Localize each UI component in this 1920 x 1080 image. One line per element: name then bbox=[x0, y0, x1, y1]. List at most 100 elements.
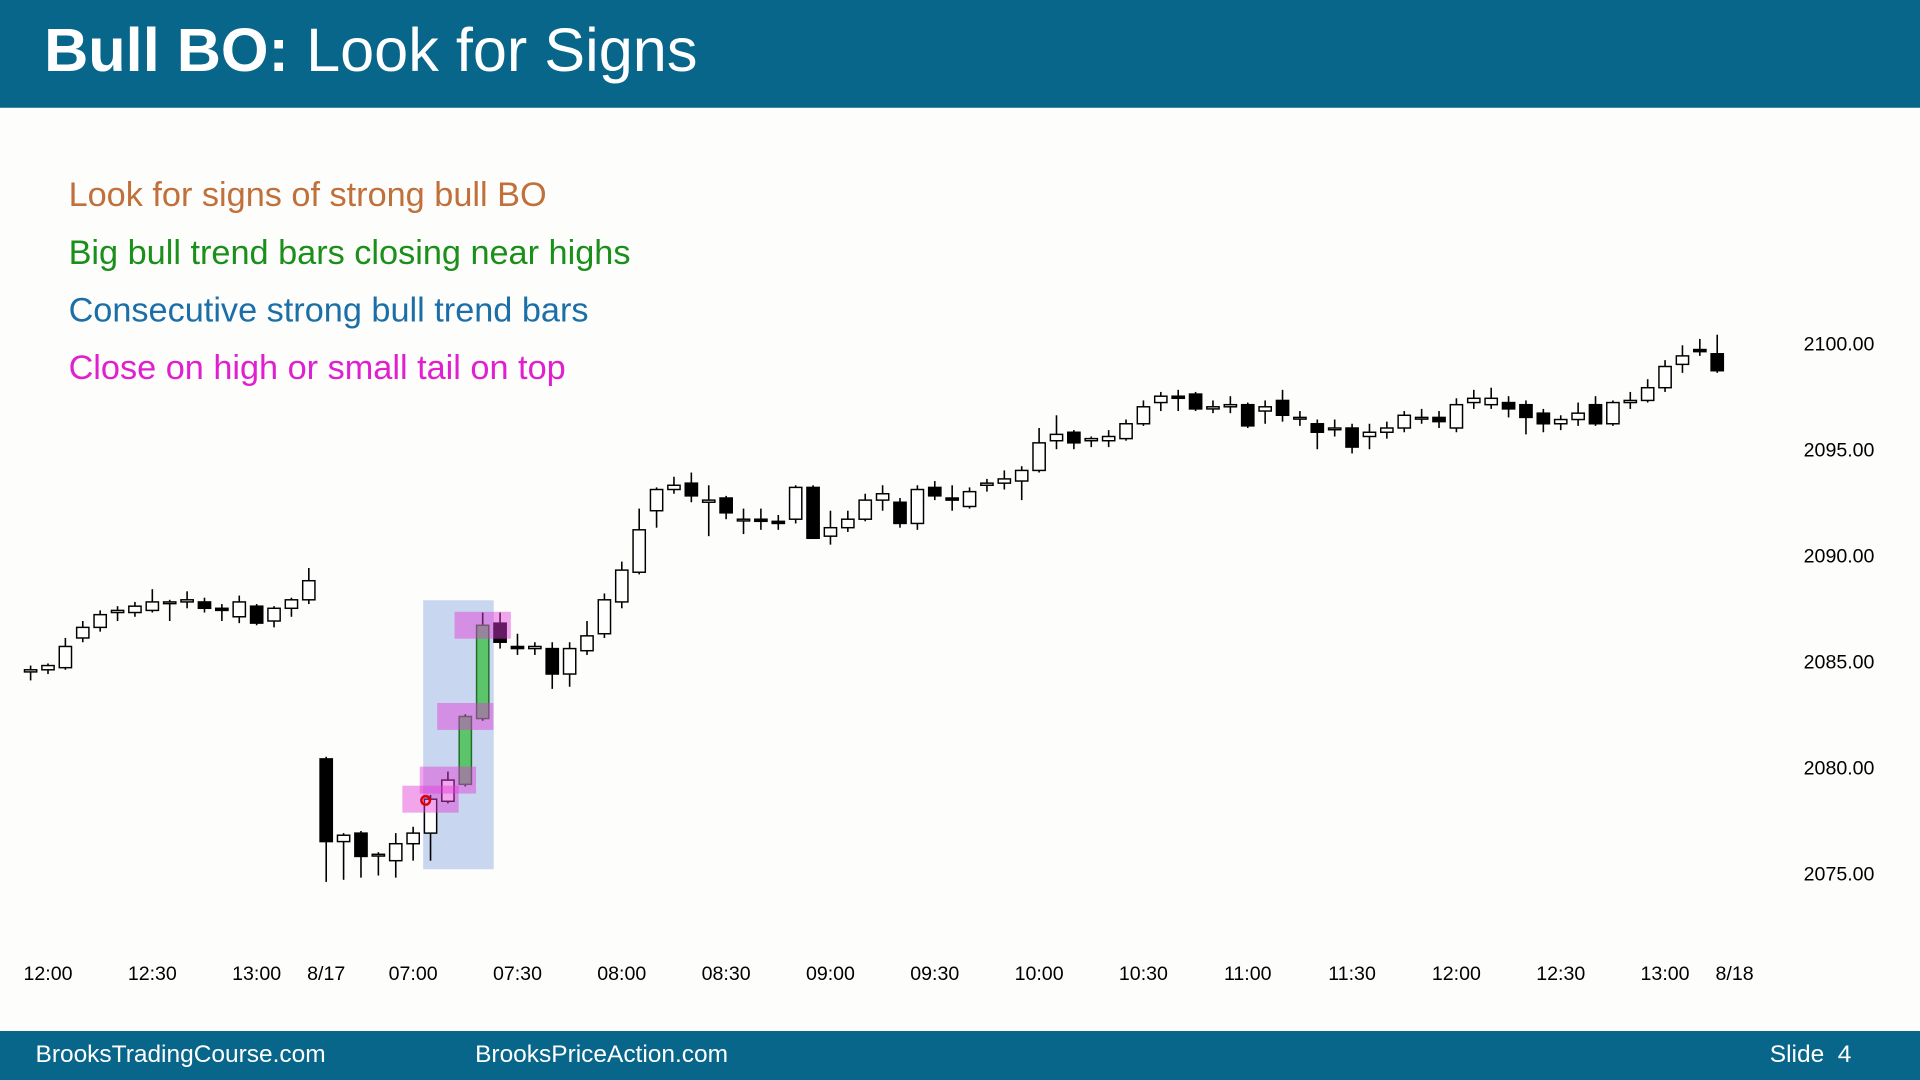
y-tick-label: 2095.00 bbox=[1804, 440, 1875, 462]
bull-candle-body bbox=[58, 645, 73, 669]
bull-candle-body bbox=[1258, 406, 1272, 412]
bear-candle-body bbox=[1710, 353, 1725, 372]
bull-candle-body bbox=[1049, 433, 1064, 442]
bull-candle-body bbox=[1153, 395, 1168, 404]
bull-candle-body bbox=[527, 645, 542, 650]
bull-candle-body bbox=[997, 478, 1012, 484]
bull-candle-body bbox=[1658, 365, 1672, 389]
x-tick-label: 8/17 bbox=[307, 963, 345, 985]
bull-candle-body bbox=[180, 599, 194, 603]
chart: Look for signs of strong bull BO Big bull… bbox=[23, 176, 1874, 985]
footer-center: BrooksPriceAction.com bbox=[475, 1041, 728, 1068]
bear-candle-body bbox=[1310, 423, 1325, 433]
footer-right: Slide 4 bbox=[1770, 1041, 1852, 1068]
bull-candle-body bbox=[1293, 416, 1307, 420]
bear-candle-body bbox=[1188, 393, 1203, 410]
bull-candle-body bbox=[1397, 414, 1412, 429]
bull-candle-body bbox=[1223, 403, 1238, 408]
bull-candle-body bbox=[1553, 418, 1568, 425]
bear-candle-body bbox=[1536, 412, 1551, 425]
bear-candle-body bbox=[1519, 403, 1533, 419]
bull-candle-body bbox=[1640, 386, 1655, 402]
bear-candle-body bbox=[719, 497, 733, 514]
bull-candle-body bbox=[371, 853, 386, 857]
highlight-close bbox=[437, 702, 494, 730]
bear-candle-body bbox=[1345, 427, 1359, 448]
bull-candle-body bbox=[1014, 469, 1029, 482]
bull-candle-body bbox=[1136, 406, 1151, 425]
bull-candle-body bbox=[1623, 399, 1638, 404]
x-tick-label: 12:00 bbox=[1432, 963, 1481, 985]
bull-candle-body bbox=[632, 529, 647, 573]
x-tick-label: 08:30 bbox=[702, 963, 751, 985]
annotation: Big bull trend bars closing near highs bbox=[69, 234, 631, 272]
title-rest: Look for Signs bbox=[306, 16, 697, 84]
slide-title: Bull BO: Look for Signs bbox=[44, 16, 697, 84]
bear-candle-body bbox=[354, 832, 368, 858]
x-tick-label: 09:30 bbox=[910, 963, 959, 985]
annotation: Consecutive strong bull trend bars bbox=[69, 291, 589, 329]
bull-candle-body bbox=[441, 779, 455, 803]
y-tick-label: 2080.00 bbox=[1804, 758, 1875, 780]
bull-candle-body bbox=[23, 669, 38, 673]
bull-candle-body bbox=[1571, 412, 1585, 421]
bull-candle-body bbox=[788, 486, 803, 520]
bull-candle-body bbox=[388, 842, 403, 862]
x-tick-label: 07:00 bbox=[389, 963, 438, 985]
x-tick-label: 13:00 bbox=[1641, 963, 1690, 985]
bull-candle-body bbox=[458, 715, 473, 786]
x-tick-label: 10:30 bbox=[1119, 963, 1168, 985]
bull-candle-body bbox=[736, 518, 751, 522]
bull-candle-body bbox=[75, 626, 90, 639]
bear-candle-body bbox=[1275, 399, 1290, 417]
bear-candle-body bbox=[1692, 348, 1707, 353]
x-tick-label: 08:00 bbox=[597, 963, 646, 985]
footer-bar bbox=[0, 1031, 1920, 1080]
bear-candle-body bbox=[945, 497, 960, 501]
highlight-close bbox=[454, 611, 511, 639]
bull-candle-body bbox=[301, 579, 316, 601]
bear-candle-body bbox=[754, 518, 768, 523]
x-tick-label: 07:30 bbox=[493, 963, 542, 985]
bear-candle-body bbox=[1171, 395, 1186, 400]
bull-candle-body bbox=[597, 599, 612, 635]
x-tick-label: 13:00 bbox=[232, 963, 281, 985]
bull-candle-body bbox=[1606, 401, 1620, 425]
bull-candle-body bbox=[823, 526, 838, 537]
bull-candle-body bbox=[1119, 423, 1133, 440]
x-tick-label: 11:00 bbox=[1224, 963, 1272, 985]
bull-candle-body bbox=[701, 499, 716, 503]
bull-candle-body bbox=[1449, 403, 1464, 429]
bull-candle-body bbox=[475, 624, 490, 720]
bull-candle-body bbox=[614, 569, 629, 603]
x-tick-label: 12:30 bbox=[128, 963, 177, 985]
bull-candle-body bbox=[110, 609, 125, 614]
y-tick-label: 2100.00 bbox=[1804, 333, 1875, 355]
bear-candle-body bbox=[1067, 431, 1081, 444]
bull-candle-body bbox=[980, 482, 994, 487]
bull-candle-body bbox=[284, 599, 299, 610]
footer-left: BrooksTradingCourse.com bbox=[36, 1041, 326, 1068]
bull-candle-body bbox=[1484, 397, 1499, 406]
y-tick-label: 2075.00 bbox=[1804, 864, 1875, 886]
y-tick-label: 2085.00 bbox=[1804, 652, 1875, 674]
bear-candle-body bbox=[493, 622, 507, 643]
bull-candle-body bbox=[93, 613, 108, 629]
bull-candle-body bbox=[910, 488, 925, 525]
x-tick-label: 12:00 bbox=[23, 963, 72, 985]
bear-candle-body bbox=[249, 605, 264, 624]
bull-candle-body bbox=[336, 834, 351, 843]
bear-candle-body bbox=[771, 520, 786, 525]
bull-candle-body bbox=[858, 499, 873, 520]
annotation: Close on high or small tail on top bbox=[69, 349, 566, 387]
x-tick-label: 12:30 bbox=[1536, 963, 1585, 985]
bull-candle-body bbox=[267, 607, 281, 622]
bull-candle-body bbox=[840, 518, 855, 529]
bull-candle-body bbox=[41, 664, 55, 671]
header-bar bbox=[0, 0, 1920, 108]
bull-candle-body bbox=[667, 484, 681, 491]
x-tick-label: 11:30 bbox=[1328, 963, 1376, 985]
bear-candle-body bbox=[1240, 403, 1255, 427]
